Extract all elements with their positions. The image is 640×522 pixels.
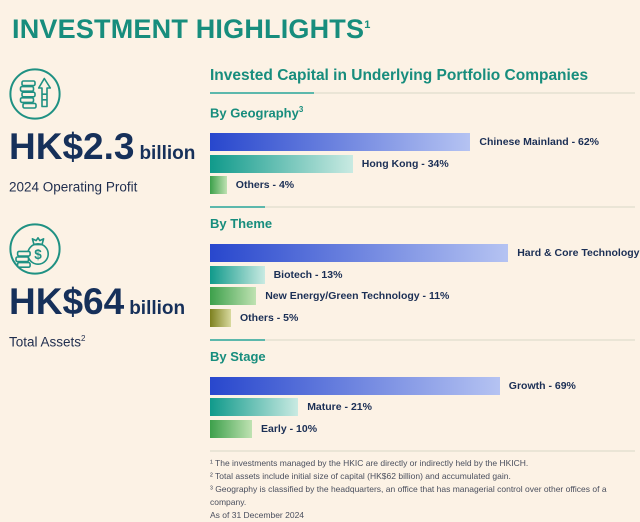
section-divider: [210, 338, 635, 341]
bar-label: Chinese Mainland - 62%: [479, 136, 600, 149]
bar-row: New Energy/Green Technology - 11%: [210, 287, 635, 306]
stat-value: HK$64 billion: [9, 280, 210, 328]
bar-group: Hard & Core Technology - 71% Biotech - 13…: [210, 244, 640, 327]
bar-row: Hard & Core Technology - 71%: [210, 244, 640, 263]
bar-label: Growth - 69%: [508, 379, 576, 392]
bar: [210, 308, 231, 327]
bar: [210, 398, 299, 417]
footnotes-divider: [210, 449, 635, 452]
page-title-text: INVESTMENT HIGHLIGHTS: [12, 14, 365, 44]
divider-accent: [210, 206, 265, 209]
group-title: By Theme: [210, 216, 273, 232]
group-title: By Geography3: [210, 105, 304, 121]
bar-label: Mature - 21%: [307, 401, 372, 414]
bar-label: Hard & Core Technology - 71%: [517, 247, 640, 260]
svg-text:$: $: [34, 246, 42, 261]
footnote: ² Total assets include initial size of c…: [210, 470, 511, 481]
bar-group: Growth - 69% Mature - 21% Early - 10%: [210, 376, 635, 438]
stat-amount: HK$64: [9, 280, 125, 322]
bar-row: Mature - 21%: [210, 398, 635, 417]
bar-label: Biotech - 13%: [273, 268, 343, 281]
bar: [210, 376, 500, 395]
chart-groups: By Geography3 Chinese Mainland - 62% Hong …: [210, 102, 640, 438]
footnote: ¹ The investments managed by the HKIC ar…: [210, 457, 529, 468]
section-divider: [210, 92, 635, 94]
bar-label: Early - 10%: [261, 422, 318, 435]
bar: [210, 154, 353, 173]
bar-label: New Energy/Green Technology - 11%: [265, 290, 450, 303]
group-title: By Stage: [210, 348, 266, 364]
bar-row: Biotech - 13%: [210, 265, 635, 284]
bar: [210, 419, 252, 438]
stat-label: 2024 Operating Profit: [9, 179, 138, 195]
stat-total-assets: $ HK$64 billion Total Assets2: [9, 222, 210, 351]
money-bag-icon: $: [9, 222, 61, 275]
divider-accent: [210, 338, 265, 341]
bar-row: Early - 10%: [210, 419, 635, 438]
footnote: ³ Geography is classified by the headqua…: [210, 483, 607, 507]
bar-label: Others - 4%: [235, 179, 295, 192]
stat-operating-profit: HK$2.3 billion 2024 Operating Profit: [9, 68, 210, 196]
stat-label: Total Assets2: [9, 333, 86, 350]
bar-row: Others - 4%: [210, 176, 635, 195]
content: HK$2.3 billion 2024 Operating Profit $: [0, 61, 640, 522]
section-divider: [210, 206, 635, 209]
divider-accent: [210, 92, 314, 94]
bar-row: Hong Kong - 34%: [210, 154, 635, 173]
stats-column: HK$2.3 billion 2024 Operating Profit $: [0, 61, 210, 522]
group-title-superscript: 3: [298, 105, 304, 114]
bar-row: Growth - 69%: [210, 376, 635, 395]
bar-label: Others - 5%: [240, 311, 299, 324]
footnotes: ¹ The investments managed by the HKIC ar…: [210, 457, 635, 522]
stat-value: HK$2.3 billion: [9, 128, 210, 173]
bar-row: Chinese Mainland - 62%: [210, 133, 635, 152]
bar: [210, 133, 471, 152]
bar-label: Hong Kong - 34%: [361, 157, 449, 170]
bar: [210, 176, 227, 195]
stat-unit: billion: [139, 143, 196, 164]
footnote: As of 31 December 2024: [210, 509, 305, 520]
bar-group: Chinese Mainland - 62% Hong Kong - 34% Oth…: [210, 133, 635, 195]
stat-unit: billion: [129, 297, 186, 319]
page-title: INVESTMENT HIGHLIGHTS1: [0, 0, 640, 44]
bar: [210, 287, 257, 306]
charts-column: Invested Capital in Underlying Portfolio…: [210, 61, 640, 522]
stat-amount: HK$2.3: [9, 126, 135, 167]
page-title-superscript: 1: [364, 19, 371, 31]
bar: [210, 265, 265, 284]
bar-row: Others - 5%: [210, 308, 635, 327]
coins-growth-icon: [9, 68, 61, 120]
bar: [210, 244, 509, 263]
section-title: Invested Capital in Underlying Portfolio…: [210, 67, 589, 84]
